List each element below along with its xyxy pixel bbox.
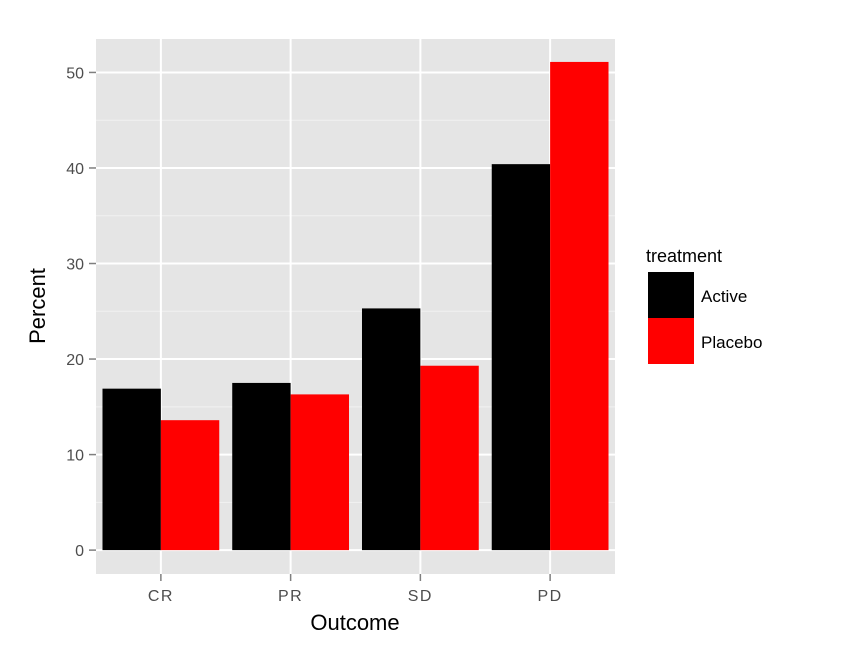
x-axis-title: Outcome xyxy=(310,610,399,635)
x-tick-label: PR xyxy=(278,588,303,605)
legend-key-active xyxy=(648,272,694,318)
x-tick-label: SD xyxy=(408,588,433,605)
legend-label-active: Active xyxy=(701,287,747,306)
bar-placebo-sd xyxy=(420,365,479,551)
legend-key-placebo xyxy=(648,318,694,364)
y-tick-label: 50 xyxy=(66,65,84,82)
bar-placebo-pr xyxy=(290,394,350,551)
y-tick-label: 10 xyxy=(66,448,84,465)
bars xyxy=(102,61,609,551)
legend: treatment Active Placebo xyxy=(646,246,762,364)
y-axis-title: Percent xyxy=(25,268,50,344)
legend-label-placebo: Placebo xyxy=(701,333,762,352)
bar-active-cr xyxy=(102,388,161,551)
bar-placebo-cr xyxy=(160,420,220,551)
bar-active-pr xyxy=(232,382,291,551)
x-axis: CR PR SD PD xyxy=(148,574,563,605)
bar-active-pd xyxy=(491,164,551,551)
y-tick-label: 40 xyxy=(66,161,84,178)
y-tick-label: 0 xyxy=(75,543,84,560)
x-tick-label: CR xyxy=(148,588,174,605)
x-tick-label: PD xyxy=(538,588,563,605)
y-axis: 0 10 20 30 40 50 xyxy=(66,65,96,560)
bar-active-sd xyxy=(361,308,421,551)
y-tick-label: 20 xyxy=(66,352,84,369)
bar-placebo-pd xyxy=(550,61,609,551)
legend-title: treatment xyxy=(646,246,722,266)
y-tick-label: 30 xyxy=(66,257,84,274)
